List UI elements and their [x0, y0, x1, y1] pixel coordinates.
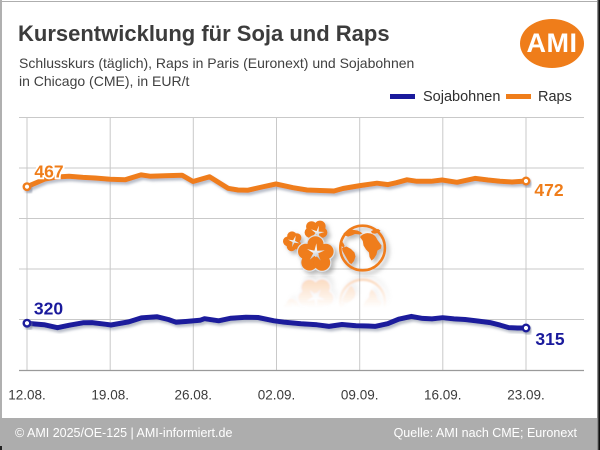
svg-text:315: 315 — [535, 329, 564, 349]
svg-text:09.09.: 09.09. — [341, 388, 379, 403]
svg-text:12.08.: 12.08. — [8, 388, 46, 403]
svg-text:320: 320 — [34, 299, 63, 319]
svg-text:26.08.: 26.08. — [175, 388, 213, 403]
svg-text:467: 467 — [34, 162, 63, 182]
svg-text:19.08.: 19.08. — [91, 388, 129, 403]
svg-text:02.09.: 02.09. — [258, 388, 296, 403]
svg-text:472: 472 — [534, 180, 563, 200]
svg-text:23.09.: 23.09. — [507, 388, 545, 403]
svg-text:16.09.: 16.09. — [424, 388, 462, 403]
